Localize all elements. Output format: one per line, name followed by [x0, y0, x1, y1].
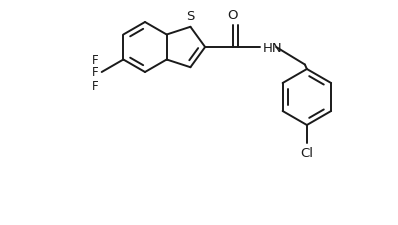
Text: F: F: [92, 53, 99, 66]
Text: F: F: [92, 66, 99, 79]
Text: S: S: [186, 10, 195, 23]
Text: F: F: [92, 79, 99, 92]
Text: HN: HN: [263, 41, 283, 54]
Text: O: O: [227, 9, 238, 21]
Text: Cl: Cl: [300, 146, 313, 159]
